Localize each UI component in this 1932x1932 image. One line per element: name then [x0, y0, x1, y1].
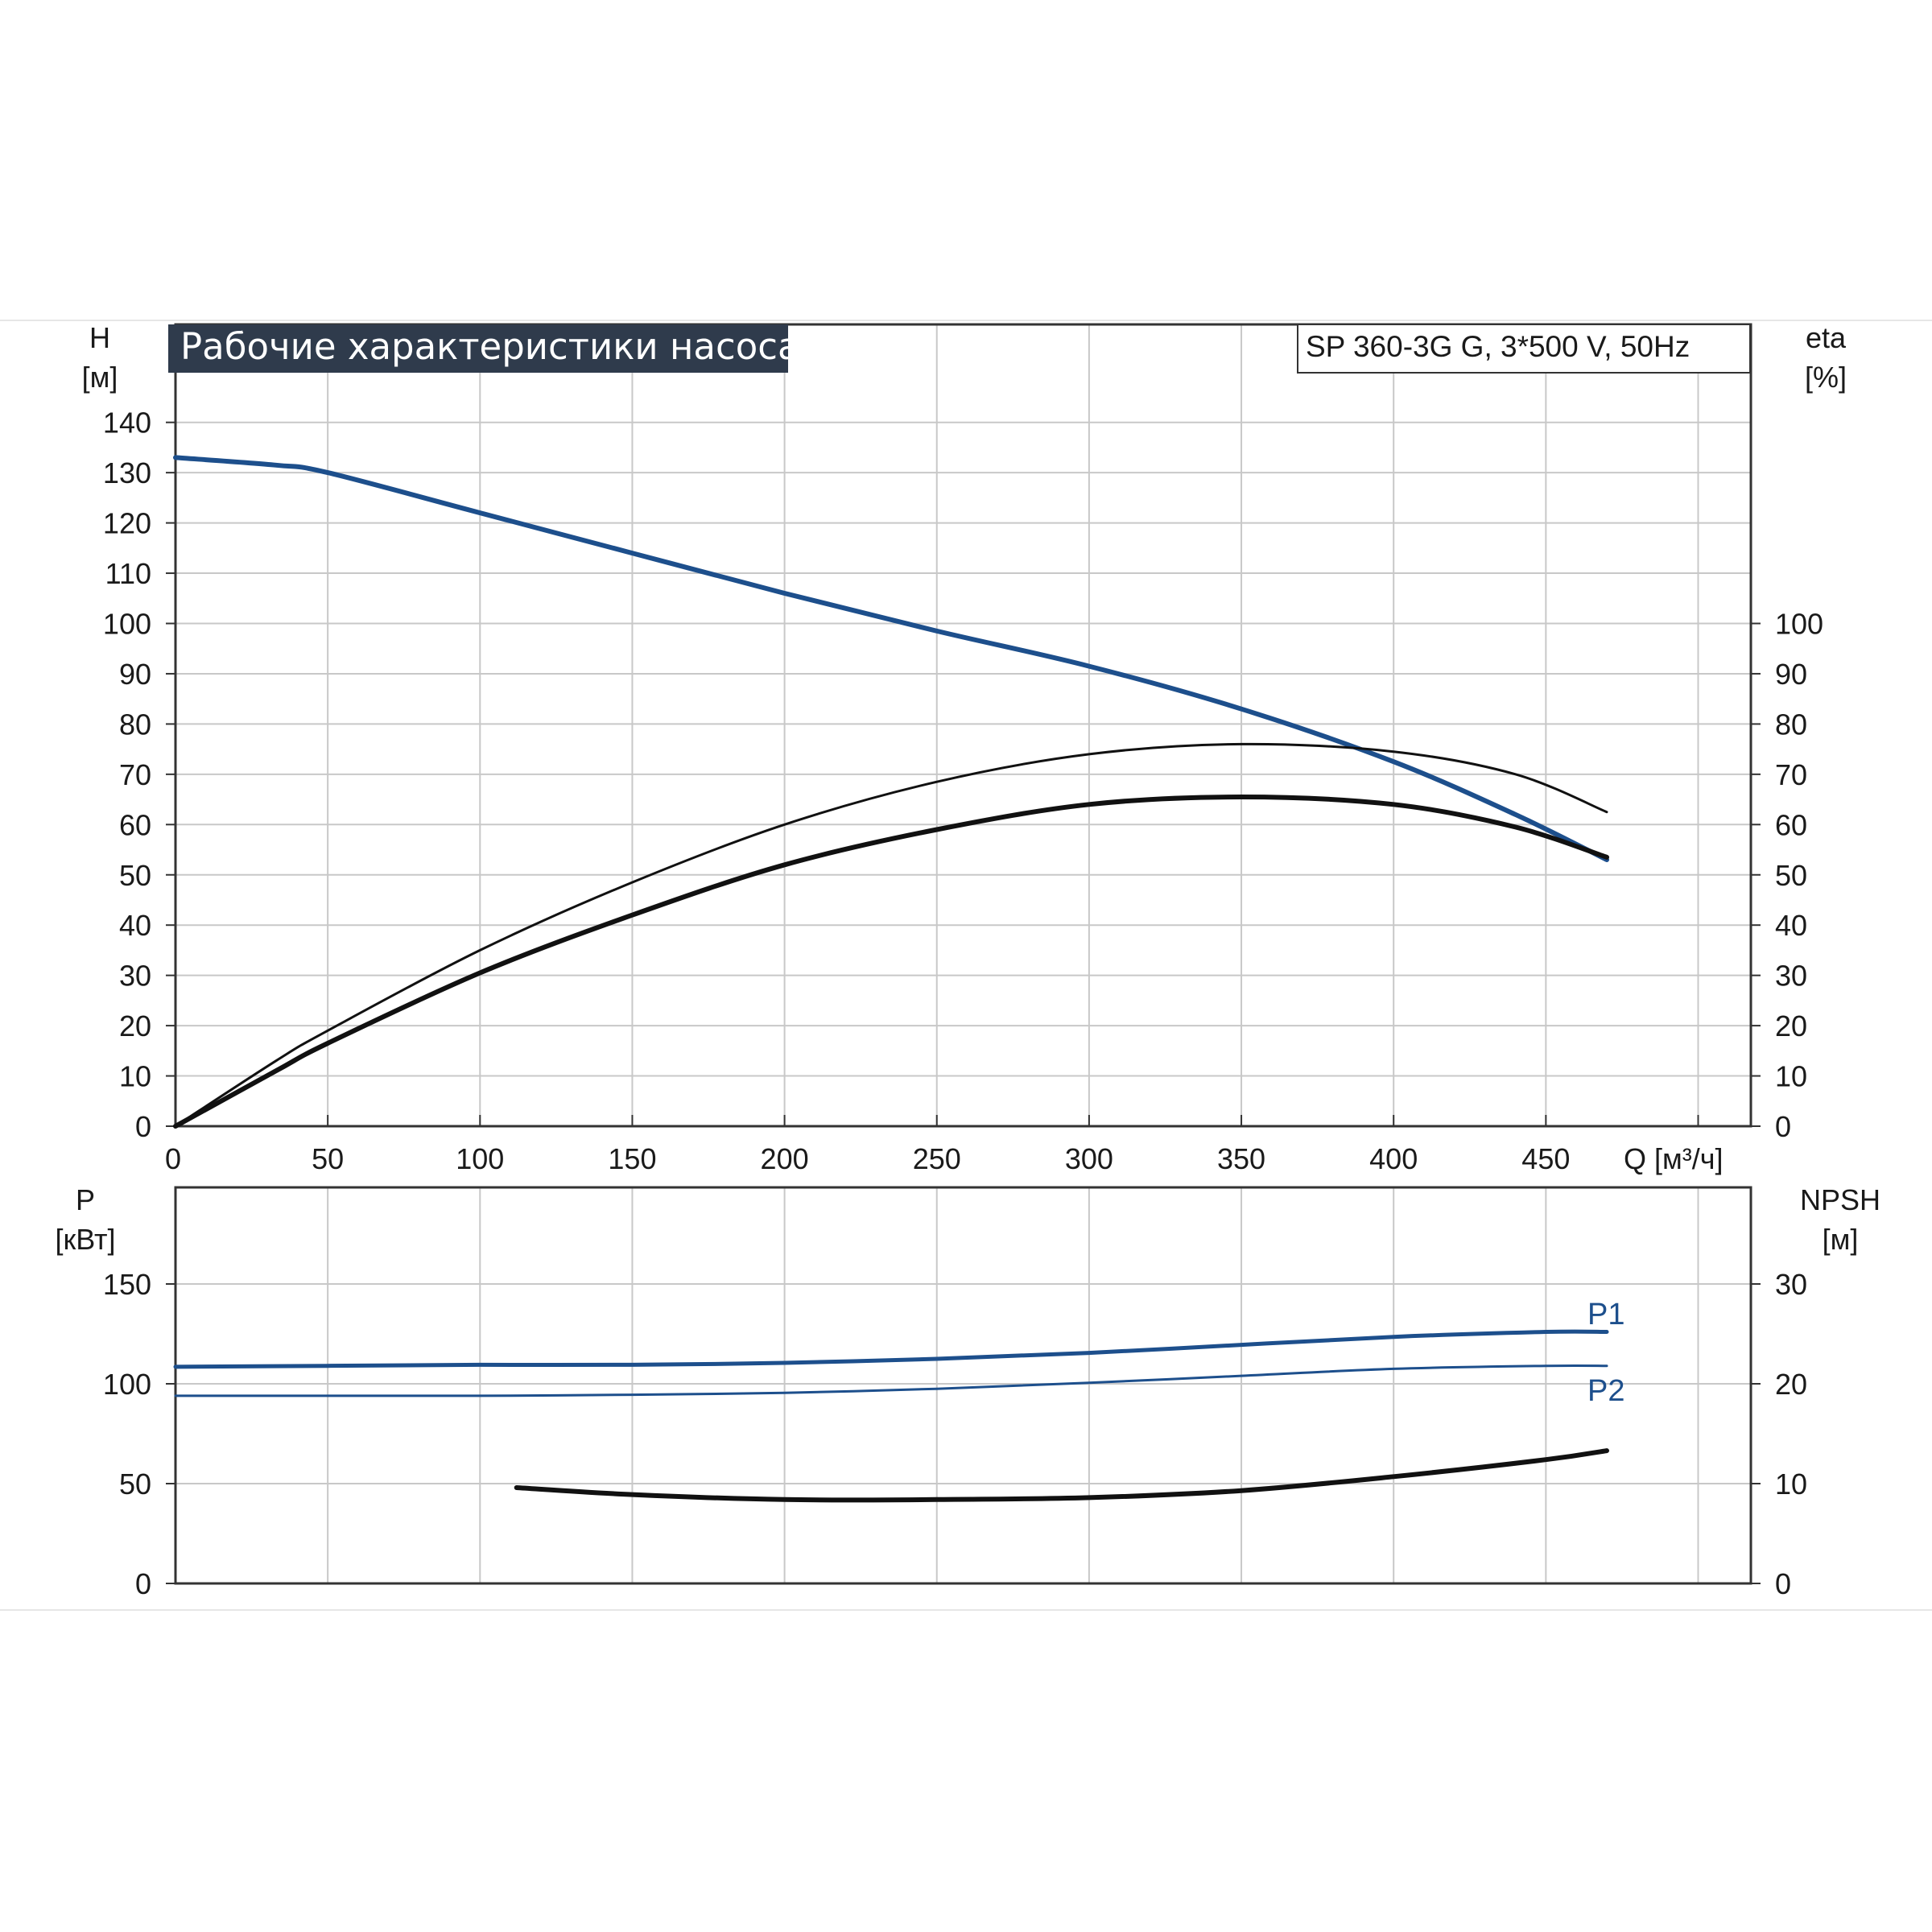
eta-tick-label: 90 [1775, 658, 1807, 691]
power-axis-unit: [кВт] [55, 1223, 115, 1256]
head-tick-label: 40 [119, 909, 151, 942]
head-axis-unit: [м] [82, 361, 118, 394]
flow-tick-label: 350 [1217, 1142, 1265, 1175]
eta-tick-label: 50 [1775, 859, 1807, 892]
flow-tick-label: 250 [913, 1142, 961, 1175]
head-axis-title: H [89, 321, 110, 354]
head-tick-label: 90 [119, 658, 151, 691]
eta-tick-label: 20 [1775, 1009, 1807, 1042]
flow-tick-label: 150 [608, 1142, 656, 1175]
head-tick-label: 20 [119, 1009, 151, 1042]
bottom-grid [175, 1187, 1751, 1583]
npsh-curve [514, 1448, 1609, 1503]
pump-model-label: SP 360-3G G, 3*500 V, 50Hz [1306, 330, 1690, 363]
eta-tick-label: 100 [1775, 608, 1823, 641]
eta-tick-label: 60 [1775, 808, 1807, 841]
npsh-tick-label: 10 [1775, 1468, 1807, 1501]
p2-series-label: P2 [1587, 1374, 1624, 1408]
head-tick-label: 140 [103, 407, 151, 440]
top-curves [173, 455, 1609, 1129]
power-tick-label: 100 [103, 1368, 151, 1401]
head-tick-label: 80 [119, 708, 151, 741]
flow-tick-label: 100 [456, 1142, 504, 1175]
npsh-tick-label: 20 [1775, 1368, 1807, 1401]
eta-tick-label: 0 [1775, 1110, 1791, 1143]
head-tick-label: 30 [119, 960, 151, 993]
eta-tick-label: 80 [1775, 708, 1807, 741]
flow-tick-label: 200 [761, 1142, 809, 1175]
p1-curve [173, 1329, 1609, 1369]
head-tick-label: 0 [135, 1110, 151, 1143]
power-tick-label: 150 [103, 1268, 151, 1301]
npsh-axis-title: NPSH [1800, 1183, 1880, 1216]
head-tick-label: 100 [103, 608, 151, 641]
head-tick-label: 50 [119, 859, 151, 892]
power-tick-label: 0 [135, 1567, 151, 1600]
flow-tick-label: 450 [1521, 1142, 1570, 1175]
p2-curve [174, 1364, 1608, 1397]
top-ticks: 0 10 20 30 40 50 60 70 80 90 100 110 120 130 140 0 10 20 3… [103, 407, 1823, 1175]
head-tick-label: 70 [119, 758, 151, 791]
head-tick-label: 110 [105, 557, 151, 590]
npsh-tick-label: 0 [1775, 1567, 1791, 1600]
flow-axis-title: Q [м³/ч] [1624, 1142, 1724, 1175]
flow-tick-label: 400 [1369, 1142, 1418, 1175]
power-tick-label: 50 [119, 1468, 151, 1501]
eta-axis-title: eta [1806, 321, 1847, 354]
title-banner [168, 324, 788, 373]
head-tick-label: 130 [103, 456, 151, 489]
eta-tick-label: 30 [1775, 960, 1807, 993]
head-curve [173, 455, 1609, 862]
flow-tick-label: 0 [165, 1142, 181, 1175]
head-tick-label: 10 [119, 1060, 151, 1093]
eta-tick-label: 40 [1775, 909, 1807, 942]
head-tick-label: 120 [103, 507, 151, 540]
flow-tick-label: 50 [312, 1142, 344, 1175]
power-axis-title: P [76, 1183, 95, 1216]
chart-title: Рабочие характеристики насоса [180, 325, 800, 368]
eta-tick-label: 70 [1775, 758, 1807, 791]
bottom-ticks: 0 50 100 150 0 10 20 30 [103, 1268, 1807, 1600]
model-box [1297, 324, 1751, 374]
npsh-tick-label: 30 [1775, 1268, 1807, 1301]
npsh-axis-unit: [м] [1823, 1223, 1859, 1256]
eta-thin-curve [174, 742, 1608, 1128]
p1-series-label: P1 [1587, 1298, 1624, 1331]
eta-tick-label: 10 [1775, 1060, 1807, 1093]
eta-axis-unit: [%] [1805, 361, 1847, 394]
flow-tick-label: 300 [1065, 1142, 1113, 1175]
head-tick-label: 60 [119, 808, 151, 841]
top-plot-frame [174, 323, 1752, 1128]
bottom-plot-frame [174, 1186, 1752, 1585]
bottom-curves [173, 1329, 1609, 1503]
eta-thick-curve [173, 795, 1609, 1129]
